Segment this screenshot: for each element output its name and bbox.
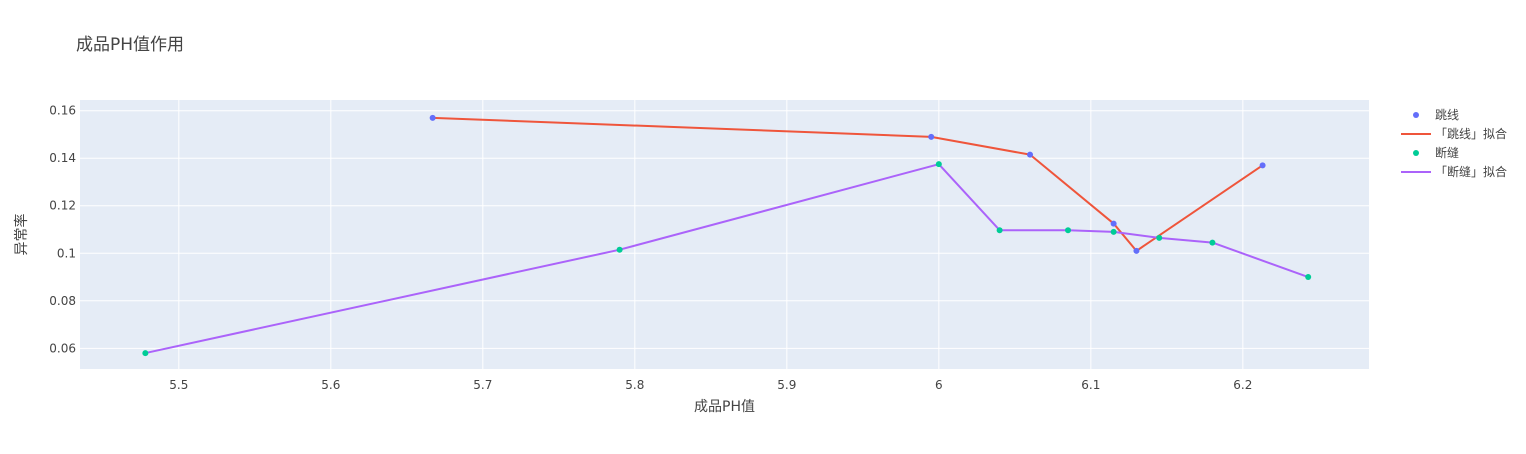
x-tick-label: 5.9 [777,378,796,392]
legend-item[interactable]: 「断缝」拟合 [1401,164,1507,179]
x-tick-label: 5.5 [169,378,188,392]
axes: 5.5 5.6 5.7 5.8 5.9 6 6.1 6.2 0.06 0.08 0.1 0.12 0.1… [49,104,1252,392]
grid [80,100,1369,369]
y-tick-label: 0.16 [49,104,76,118]
data-point [996,227,1003,234]
legend-item[interactable]: 「跳线」拟合 [1401,126,1507,141]
legend-item[interactable]: 跳线 [1413,108,1459,122]
y-tick-label: 0.08 [49,294,76,308]
data-point [1133,247,1140,254]
data-point [1156,234,1163,241]
y-tick-label: 0.1 [57,246,76,260]
data-point [1209,239,1216,246]
x-tick-label: 6 [935,378,943,392]
x-tick-label: 5.8 [625,378,644,392]
series-layer [142,114,1312,357]
y-tick-label: 0.12 [49,199,76,213]
x-tick-label: 5.6 [321,378,340,392]
legend-label: 跳线 [1435,108,1459,122]
x-axis-title: 成品PH值 [694,399,755,415]
data-point [616,246,623,253]
legend-label: 断缝 [1435,145,1459,160]
data-point [1065,227,1072,234]
data-point [1110,220,1117,227]
y-tick-label: 0.14 [49,151,76,165]
chart-title: 成品PH值作用 [76,35,184,55]
y-tick-label: 0.06 [49,341,76,355]
x-tick-label: 6.1 [1081,378,1100,392]
legend-item[interactable]: 断缝 [1413,145,1459,160]
data-point [1027,151,1034,158]
legend-marker [1413,150,1419,156]
plot-area [80,100,1369,369]
data-point [935,161,942,168]
data-point [928,133,935,140]
data-point [1110,228,1117,235]
data-point [1305,274,1312,281]
data-point [1259,162,1266,169]
legend-marker [1413,112,1419,118]
legend-label: 「跳线」拟合 [1435,126,1507,141]
data-point [429,114,436,121]
x-tick-label: 5.7 [473,378,492,392]
y-axis-title: 异常率 [13,214,30,256]
x-tick-label: 6.2 [1233,378,1252,392]
legend-label: 「断缝」拟合 [1435,164,1507,179]
data-point [142,350,149,357]
